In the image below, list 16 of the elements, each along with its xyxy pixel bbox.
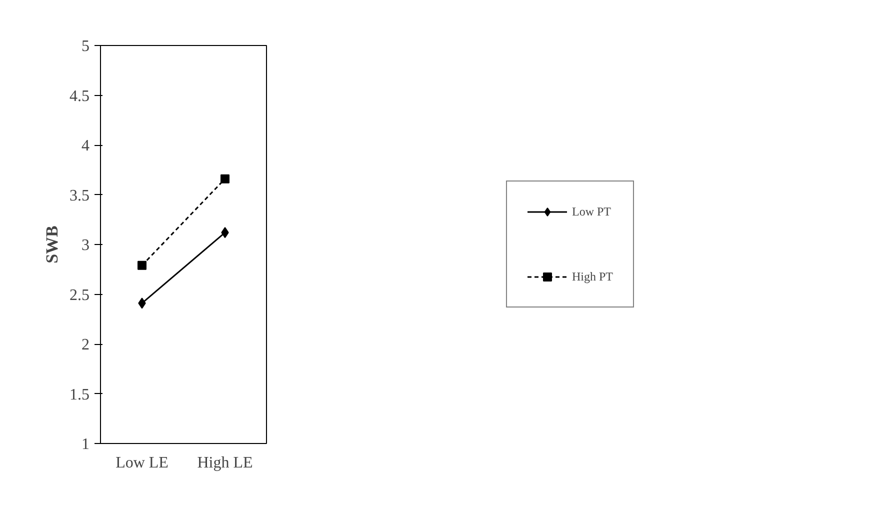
y-tick-label: 5 <box>82 38 90 55</box>
y-tick-label: 1 <box>82 436 90 453</box>
y-tick-label: 4 <box>82 138 90 154</box>
y-axis-title: SWB <box>42 226 62 264</box>
point <box>138 260 146 270</box>
y-tick-label: 4.5 <box>70 88 90 105</box>
x-tick-label: High LE <box>197 454 253 472</box>
y-tick-label: 3 <box>82 237 90 254</box>
y-tick-label: 3.5 <box>70 187 90 204</box>
point <box>220 174 230 184</box>
y-tick-label: 2.5 <box>70 286 90 304</box>
y-tick-label: 1.5 <box>70 386 90 404</box>
legend-label: Low PT <box>572 204 611 219</box>
y-tick-label: 2 <box>82 336 90 354</box>
x-tick-label: Low LE <box>116 454 168 472</box>
legend-label: High PT <box>572 269 614 284</box>
